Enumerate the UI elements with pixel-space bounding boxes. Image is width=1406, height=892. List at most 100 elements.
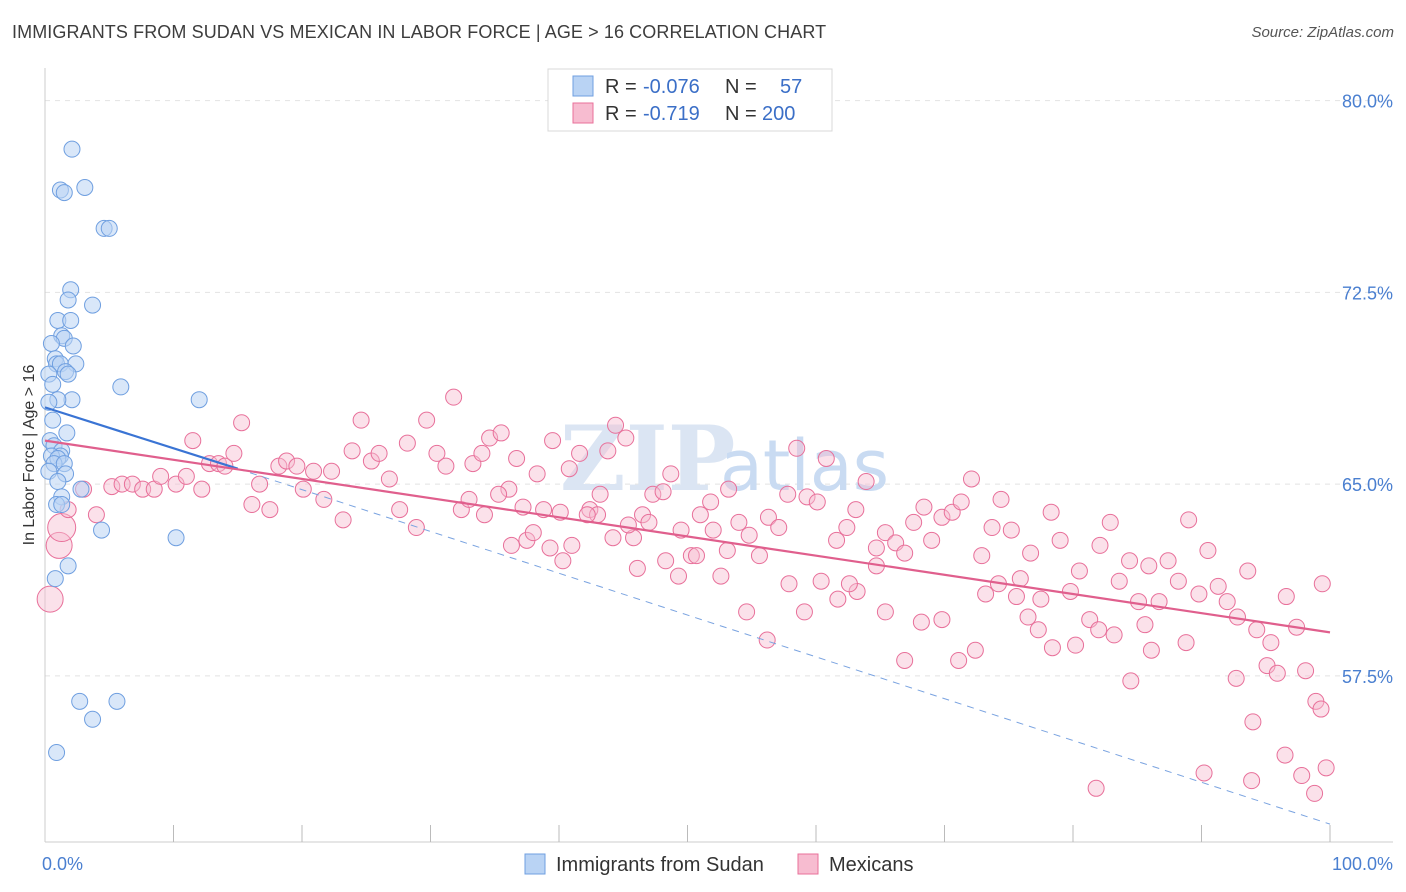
mexicans-point-29 — [315, 490, 333, 508]
mexicans-point-1 — [45, 531, 73, 559]
mexicans-point-19 — [225, 444, 243, 462]
legend-r-label-2: R = — [605, 103, 637, 125]
y-axis-label: In Labor Force | Age > 16 — [21, 365, 38, 546]
sudan-point-24 — [63, 391, 81, 409]
mexicans-point-182 — [604, 529, 622, 547]
mexicans-point-129 — [1268, 664, 1286, 682]
sudan-point-52 — [48, 744, 66, 762]
mexicans-point-50 — [508, 450, 526, 467]
mexicans-point-32 — [343, 442, 361, 460]
tick-labels: 57.5% 65.0% 72.5% 80.0% 0.0% 100.0% — [42, 92, 1393, 874]
mexicans-point-76 — [750, 547, 768, 565]
legend-swatch-sudan — [572, 75, 594, 97]
mexicans-point-52 — [528, 465, 546, 483]
chart-source: Source: ZipAtlas.com — [1251, 24, 1394, 41]
mexicans-point-148 — [1122, 672, 1140, 690]
mexicans-point-65 — [644, 485, 662, 503]
sudan-point-48 — [167, 529, 185, 547]
sudan-point-7 — [59, 291, 77, 309]
mexicans-point-27 — [294, 480, 312, 498]
mexicans-point-94 — [923, 531, 941, 549]
mexicans-point-175 — [704, 521, 722, 539]
mexicans-point-14 — [184, 432, 202, 450]
mexicans-point-139 — [1243, 772, 1261, 790]
sudan-point-44 — [53, 496, 71, 514]
mexicans-point-122 — [1199, 542, 1217, 560]
mexicans-point-23 — [261, 501, 279, 519]
mexicans-points — [36, 388, 1335, 802]
mexicans-point-67 — [662, 465, 680, 483]
mexicans-point-33 — [352, 411, 370, 429]
bottom-legend-swatch-sudan — [524, 853, 546, 875]
mexicans-point-61 — [607, 416, 625, 434]
sudan-point-5 — [100, 219, 118, 237]
mexicans-point-181 — [619, 516, 637, 534]
mexicans-point-75 — [740, 526, 758, 544]
mexicans-point-142 — [1262, 634, 1280, 652]
mexicans-point-126 — [1239, 562, 1257, 580]
mexicans-point-172 — [758, 631, 776, 649]
mexicans-point-150 — [1105, 626, 1123, 644]
mexicans-point-84 — [828, 531, 846, 549]
mexicans-point-154 — [1029, 621, 1047, 639]
legend-n-label-1: N = — [725, 76, 757, 98]
mexicans-point-155 — [1019, 608, 1037, 626]
mexicans-point-109 — [1070, 562, 1088, 580]
mexicans-point-83 — [817, 450, 835, 467]
mexicans-point-156 — [1007, 588, 1025, 606]
sudan-point-47 — [59, 557, 77, 575]
mexicans-point-145 — [1177, 634, 1195, 652]
mexicans-point-112 — [1101, 513, 1119, 531]
legend-r-value-1: -0.076 — [643, 76, 700, 98]
sudan-points — [40, 140, 208, 762]
mexicans-point-190 — [502, 536, 520, 554]
mexicans-point-118 — [1159, 552, 1177, 570]
mexicans-point-106 — [1042, 503, 1060, 521]
mexicans-point-141 — [1087, 779, 1105, 797]
sudan-point-3 — [76, 178, 94, 196]
mexicans-point-20 — [233, 414, 251, 432]
mexicans-point-13 — [177, 467, 195, 485]
mexicans-point-183 — [591, 485, 609, 503]
mexicans-point-54 — [544, 432, 562, 450]
mexicans-point-171 — [780, 575, 798, 593]
mexicans-point-116 — [1140, 557, 1158, 575]
mexicans-point-8 — [123, 475, 141, 493]
mexicans-point-135 — [1317, 759, 1335, 777]
mexicans-point-0 — [36, 585, 64, 613]
mexicans-point-48 — [492, 424, 510, 442]
mexicans-point-108 — [1061, 582, 1079, 600]
mexicans-point-130 — [1277, 588, 1295, 606]
mexicans-point-163 — [896, 651, 914, 669]
bottom-legend: Immigrants from Sudan Mexicans — [524, 853, 913, 876]
mexicans-point-26 — [288, 457, 306, 475]
mexicans-point-70 — [691, 506, 709, 524]
mexicans-point-113 — [1110, 572, 1128, 590]
mexicans-point-102 — [1002, 521, 1020, 539]
sudan-point-14 — [64, 337, 82, 355]
sudan-point-46 — [46, 570, 64, 588]
sudan-point-28 — [44, 411, 62, 429]
legend-r-value-2: -0.719 — [643, 103, 700, 125]
mexicans-point-77 — [759, 508, 777, 526]
mexicans-point-5 — [87, 506, 105, 524]
legend: R = -0.076 N = 57 R = -0.719 N = 200 — [547, 68, 833, 132]
mexicans-point-92 — [905, 513, 923, 531]
watermark-zip: ZIP — [560, 406, 735, 512]
legend-n-value-2: 200 — [762, 103, 795, 125]
sudan-point-13 — [42, 334, 60, 352]
mexicans-point-15 — [193, 480, 211, 498]
sudan-point-8 — [84, 296, 102, 314]
mexicans-point-136 — [1306, 784, 1324, 802]
mexicans-point-31 — [334, 511, 352, 529]
mexicans-point-174 — [718, 542, 736, 560]
mexicans-point-89 — [876, 524, 894, 542]
mexicans-point-40 — [418, 411, 436, 429]
mexicans-point-97 — [952, 493, 970, 511]
mexicans-point-188 — [524, 524, 542, 542]
mexicans-point-177 — [670, 567, 688, 585]
mexicans-point-143 — [1244, 713, 1262, 731]
mexicans-point-30 — [323, 462, 341, 480]
mexicans-point-123 — [1209, 577, 1227, 595]
